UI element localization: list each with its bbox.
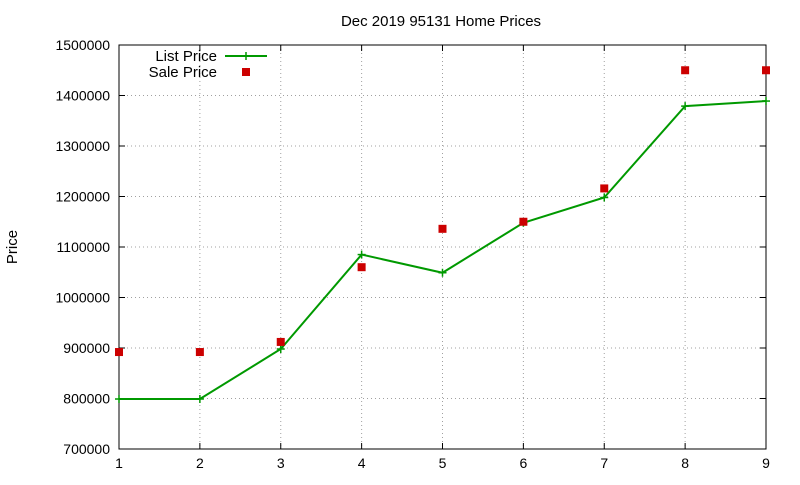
y-tick-label: 800000: [63, 391, 110, 407]
legend-label-sale-price: Sale Price: [149, 64, 217, 81]
ticks-layer: 700000 800000 900000 1000000 1100000 1200000 1…: [55, 37, 770, 471]
list-price-point: [357, 250, 366, 259]
sale-price-point: [195, 348, 204, 357]
legend-swatch-square: [242, 68, 250, 76]
sale-price-point: [681, 66, 690, 75]
list-price-point: [681, 102, 690, 111]
x-tick-label: 3: [277, 455, 285, 471]
y-tick-label: 1000000: [55, 290, 110, 306]
x-tick-label: 5: [439, 455, 447, 471]
y-tick-label: 1300000: [55, 138, 110, 154]
list-price-point: [276, 345, 285, 354]
list-price-point: [195, 395, 204, 404]
list-price-point: [762, 97, 770, 106]
list-price-point: [600, 193, 609, 202]
series-layer: [115, 66, 770, 404]
x-tick-label: 2: [196, 455, 204, 471]
x-tick-label: 9: [762, 455, 770, 471]
y-axis-label: Price: [4, 230, 21, 264]
x-tick-label: 8: [681, 455, 689, 471]
y-tick-label: 1400000: [55, 88, 110, 104]
y-tick-label: 1100000: [57, 239, 111, 255]
y-tick-label: 700000: [63, 441, 110, 457]
x-tick-label: 7: [600, 455, 608, 471]
sale-price-point: [762, 66, 770, 75]
sale-price-point: [438, 224, 447, 233]
grid-layer: [119, 45, 766, 449]
legend-label-list-price: List Price: [155, 48, 217, 65]
y-tick-label: 900000: [63, 340, 110, 356]
y-tick-label: 1200000: [55, 189, 110, 205]
y-tick-label: 1500000: [55, 37, 110, 53]
sale-price-point: [115, 348, 123, 357]
list-price-point: [438, 268, 447, 277]
x-tick-label: 6: [519, 455, 527, 471]
sale-price-point: [600, 184, 609, 193]
sale-price-point: [519, 217, 528, 226]
x-tick-label: 4: [358, 455, 366, 471]
list-price-point: [115, 395, 123, 404]
sale-price-point: [357, 263, 366, 272]
x-tick-label: 1: [115, 455, 123, 471]
chart-title: Dec 2019 95131 Home Prices: [341, 13, 541, 30]
sale-price-point: [276, 337, 285, 346]
